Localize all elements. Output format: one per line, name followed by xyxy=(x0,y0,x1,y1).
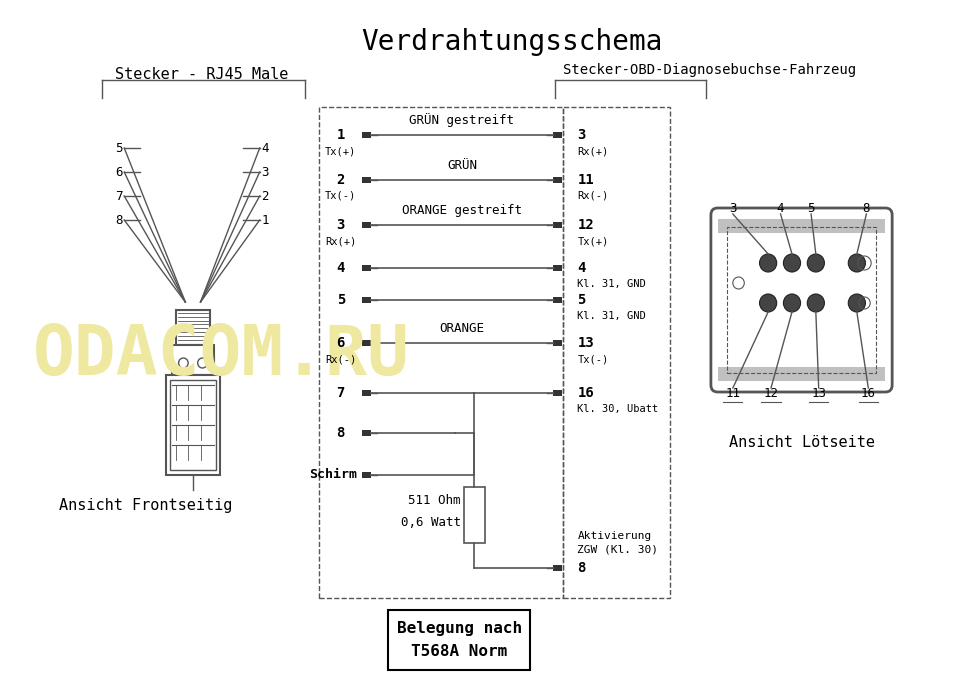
Text: Schirm: Schirm xyxy=(309,468,357,482)
Text: 511 Ohm: 511 Ohm xyxy=(408,493,460,507)
Bar xyxy=(361,472,371,478)
Bar xyxy=(361,222,371,228)
Text: Kl. 30, Ubatt: Kl. 30, Ubatt xyxy=(576,404,658,414)
Text: 3: 3 xyxy=(728,202,736,215)
Circle shape xyxy=(806,254,824,272)
Bar xyxy=(361,265,371,271)
Text: Verdrahtungsschema: Verdrahtungsschema xyxy=(361,28,661,56)
Text: 4: 4 xyxy=(776,202,784,215)
Bar xyxy=(361,297,371,303)
Text: 12: 12 xyxy=(576,218,593,232)
Text: 5: 5 xyxy=(336,293,345,307)
Text: GRÜN gestreift: GRÜN gestreift xyxy=(409,113,514,127)
Bar xyxy=(463,487,485,543)
Bar xyxy=(388,610,530,670)
Text: 3: 3 xyxy=(576,128,585,142)
Circle shape xyxy=(783,294,800,312)
Text: Rx(-): Rx(-) xyxy=(324,354,356,364)
Text: 4: 4 xyxy=(336,261,345,275)
Text: 11: 11 xyxy=(725,387,740,400)
Bar xyxy=(552,390,562,396)
Bar xyxy=(726,227,875,373)
Text: Tx(+): Tx(+) xyxy=(576,236,608,246)
Bar xyxy=(361,390,371,396)
Text: GRÜN: GRÜN xyxy=(446,159,477,172)
Bar xyxy=(552,297,562,303)
Text: 4: 4 xyxy=(576,261,585,275)
Text: 1: 1 xyxy=(261,213,269,226)
Bar xyxy=(361,340,371,346)
Text: 5: 5 xyxy=(114,141,122,154)
Text: ORANGE gestreift: ORANGE gestreift xyxy=(402,204,522,217)
Text: 11: 11 xyxy=(576,173,593,187)
Text: 4: 4 xyxy=(261,141,269,154)
Text: 7: 7 xyxy=(114,189,122,203)
Text: 3: 3 xyxy=(261,166,269,178)
Circle shape xyxy=(759,254,776,272)
Text: 1: 1 xyxy=(336,128,345,142)
Text: ORANGE: ORANGE xyxy=(439,322,484,335)
Bar xyxy=(717,367,884,381)
Text: ODACOM.RU: ODACOM.RU xyxy=(33,322,409,389)
Bar xyxy=(361,177,371,183)
Bar xyxy=(552,265,562,271)
Text: Tx(-): Tx(-) xyxy=(576,354,608,364)
Text: 8: 8 xyxy=(576,561,585,575)
Bar xyxy=(552,340,562,346)
Text: 7: 7 xyxy=(336,386,345,400)
Circle shape xyxy=(783,254,800,272)
Text: 8: 8 xyxy=(114,213,122,226)
Circle shape xyxy=(759,294,776,312)
Text: Rx(+): Rx(+) xyxy=(576,146,608,156)
Text: Tx(+): Tx(+) xyxy=(324,146,356,156)
Circle shape xyxy=(847,254,865,272)
Text: 6: 6 xyxy=(336,336,345,350)
Bar xyxy=(319,107,563,598)
Text: Rx(-): Rx(-) xyxy=(576,191,608,201)
Bar xyxy=(552,132,562,138)
Bar xyxy=(717,219,884,233)
Text: 5: 5 xyxy=(806,202,814,215)
Text: ZGW (Kl. 30): ZGW (Kl. 30) xyxy=(576,545,658,555)
Bar xyxy=(170,380,216,470)
Text: Aktivierung: Aktivierung xyxy=(576,531,651,541)
Text: Stecker-OBD-Diagnosebuchse-Fahrzeug: Stecker-OBD-Diagnosebuchse-Fahrzeug xyxy=(563,63,855,77)
Text: 16: 16 xyxy=(576,386,593,400)
Text: Tx(-): Tx(-) xyxy=(324,191,356,201)
Bar xyxy=(361,430,371,436)
Text: Kl. 31, GND: Kl. 31, GND xyxy=(576,279,646,289)
Text: Belegung nach
T568A Norm: Belegung nach T568A Norm xyxy=(396,621,521,658)
Circle shape xyxy=(806,294,824,312)
Text: 6: 6 xyxy=(114,166,122,178)
Text: 0,6 Watt: 0,6 Watt xyxy=(401,515,460,528)
Bar xyxy=(552,565,562,571)
Bar xyxy=(176,310,210,345)
Text: 16: 16 xyxy=(860,387,874,400)
Bar xyxy=(361,132,371,138)
Text: 13: 13 xyxy=(576,336,593,350)
Text: 2: 2 xyxy=(336,173,345,187)
Text: 13: 13 xyxy=(810,387,826,400)
Text: 5: 5 xyxy=(576,293,585,307)
Text: Rx(+): Rx(+) xyxy=(324,236,356,246)
Text: 8: 8 xyxy=(862,202,870,215)
Text: Stecker - RJ45 Male: Stecker - RJ45 Male xyxy=(114,67,288,82)
Text: Kl. 31, GND: Kl. 31, GND xyxy=(576,311,646,321)
Bar xyxy=(166,375,220,475)
Text: Ansicht Frontseitig: Ansicht Frontseitig xyxy=(59,498,232,513)
Bar xyxy=(172,345,214,375)
Text: 8: 8 xyxy=(336,426,345,440)
Text: 2: 2 xyxy=(261,189,269,203)
Text: 12: 12 xyxy=(763,387,778,400)
Circle shape xyxy=(847,294,865,312)
Bar xyxy=(552,222,562,228)
FancyBboxPatch shape xyxy=(710,208,891,392)
Bar xyxy=(552,177,562,183)
Text: Ansicht Lötseite: Ansicht Lötseite xyxy=(728,435,873,450)
Bar xyxy=(563,107,669,598)
Text: 3: 3 xyxy=(336,218,345,232)
